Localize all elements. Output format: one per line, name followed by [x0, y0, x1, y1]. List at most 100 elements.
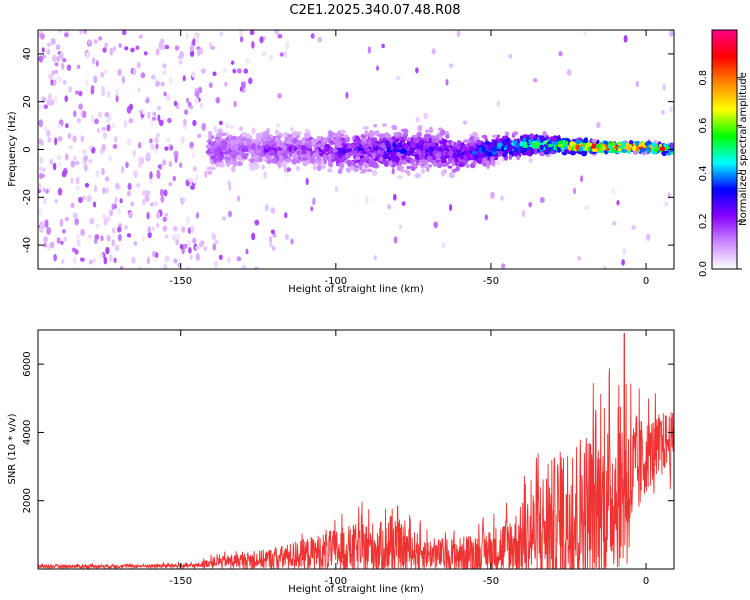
spectrogram-noise-blob — [305, 177, 309, 186]
spectrogram-noise-blob — [104, 69, 108, 75]
spectrogram-band-blob — [283, 145, 287, 151]
spectrogram-noise-blob — [52, 162, 57, 171]
spectrogram-noise-blob — [172, 225, 178, 232]
x-tick-label: -150 — [169, 276, 192, 287]
spectrogram-noise-blob — [106, 215, 111, 222]
spectrogram-noise-blob — [53, 95, 58, 103]
spectrogram-noise-blob — [135, 45, 140, 50]
spectrogram-band-blob — [276, 123, 280, 128]
spectrogram-band-blob — [442, 163, 446, 167]
spectrogram-band-blob — [485, 160, 490, 167]
spectrogram-noise-blob — [83, 30, 87, 34]
spectrogram-band-blob — [424, 134, 430, 139]
spectrogram-noise-blob — [117, 208, 121, 215]
spectrogram-band-blob — [373, 130, 380, 136]
spectrogram-noise-blob — [133, 170, 138, 179]
spectrogram-band-blob — [459, 160, 464, 164]
spectrogram-band-blob — [522, 141, 528, 146]
spectrogram-noise-blob — [189, 45, 194, 52]
spectrogram-band-blob — [661, 150, 667, 157]
spectrogram-noise-blob — [203, 246, 208, 251]
spectrogram-noise-blob — [59, 51, 64, 60]
spectrogram-noise-blob — [144, 194, 150, 203]
spectrogram-band-blob — [425, 129, 429, 133]
spectrogram-noise-blob — [94, 234, 100, 240]
spectrogram-noise-blob — [136, 183, 141, 188]
spectrogram-noise-blob — [106, 234, 111, 242]
spectrogram-noise-blob — [70, 177, 74, 184]
spectrogram-band-blob — [539, 151, 545, 157]
spectrogram-noise-blob — [75, 176, 80, 185]
spectrogram-band-blob — [418, 139, 423, 146]
spectrogram-noise-blob — [112, 46, 117, 52]
spectrogram-noise-blob — [185, 32, 189, 40]
spectrogram-band-blob — [321, 164, 326, 169]
spectrogram-band-blob — [254, 138, 260, 144]
spectrogram-band-blob — [292, 137, 298, 144]
spectrogram-noise-blob — [222, 67, 228, 74]
spectrogram-noise-blob — [195, 212, 200, 219]
spectrogram-noise-blob — [167, 117, 172, 124]
spectrogram-band-blob — [490, 159, 496, 166]
spectrogram-band-blob — [564, 145, 568, 150]
spectrogram-band-blob — [226, 161, 230, 167]
spectrogram-band-blob — [569, 141, 575, 146]
spectrogram-noise-blob — [192, 38, 196, 46]
spectrogram-noise-blob — [39, 172, 43, 180]
spectrogram-noise-blob — [62, 229, 66, 234]
spectrogram-noise-blob — [572, 187, 577, 195]
spectrogram-band-blob — [531, 143, 537, 149]
spectrogram-noise-blob — [156, 211, 161, 219]
spectrogram-noise-blob — [56, 55, 60, 62]
spectrogram-noise-blob — [243, 68, 249, 74]
spectrogram-noise-blob — [163, 263, 168, 269]
spectrogram-band-blob — [215, 138, 220, 143]
spectrogram-band-blob — [506, 146, 513, 151]
spectrogram-noise-blob — [183, 243, 188, 249]
spectrogram-x-label: Height of straight line (km) — [288, 284, 424, 295]
spectrogram-band-blob — [621, 143, 625, 150]
spectrogram-band-blob — [279, 132, 283, 137]
spectrogram-noise-blob — [500, 195, 504, 202]
spectrogram-noise-blob — [55, 44, 61, 51]
spectrogram-band-blob — [415, 149, 422, 155]
spectrogram-noise-blob — [528, 157, 533, 164]
spectrogram-noise-blob — [151, 116, 157, 121]
spectrogram-noise-blob — [47, 136, 52, 143]
x-tick-label: 0 — [643, 576, 649, 587]
spectrogram-band-blob — [255, 132, 262, 139]
spectrogram-noise-blob — [667, 192, 671, 199]
spectrogram-noise-blob — [101, 167, 105, 176]
spectrogram-noise-blob — [146, 256, 151, 265]
spectrogram-noise-blob — [54, 137, 58, 146]
spectrogram-band-blob — [496, 150, 504, 154]
spectrogram-noise-blob — [204, 170, 208, 179]
spectrogram-band-blob — [396, 152, 401, 156]
spectrogram-band-blob — [428, 146, 435, 151]
spectrogram-noise-blob — [199, 102, 204, 110]
spectrogram-band-blob — [398, 160, 403, 166]
spectrogram-noise-blob — [125, 161, 129, 169]
spectrogram-noise-blob — [215, 96, 220, 104]
spectrogram-noise-blob — [50, 38, 55, 45]
spectrogram-noise-blob — [163, 189, 168, 197]
spectrogram-band-blob — [417, 125, 423, 132]
spectrogram-band-blob — [665, 145, 671, 150]
spectrogram-noise-blob — [195, 245, 200, 251]
spectrogram-noise-blob — [38, 55, 44, 63]
spectrogram-noise-blob — [218, 254, 223, 260]
spectrogram-noise-blob — [241, 264, 247, 269]
spectrogram-noise-blob — [49, 241, 55, 249]
spectrogram-noise-blob — [43, 125, 48, 132]
spectrogram-band-blob — [459, 154, 464, 160]
spectrogram-noise-blob — [174, 155, 178, 163]
spectrogram-noise-blob — [65, 123, 69, 129]
spectrogram-band-blob — [352, 150, 358, 155]
spectrogram-band-blob — [402, 128, 409, 135]
spectrogram-noise-blob — [80, 135, 85, 143]
spectrogram-band-blob — [293, 131, 299, 137]
spectrogram-noise-blob — [123, 120, 128, 128]
spectrogram-band-blob — [333, 137, 338, 144]
spectrogram-band-blob — [428, 126, 434, 134]
